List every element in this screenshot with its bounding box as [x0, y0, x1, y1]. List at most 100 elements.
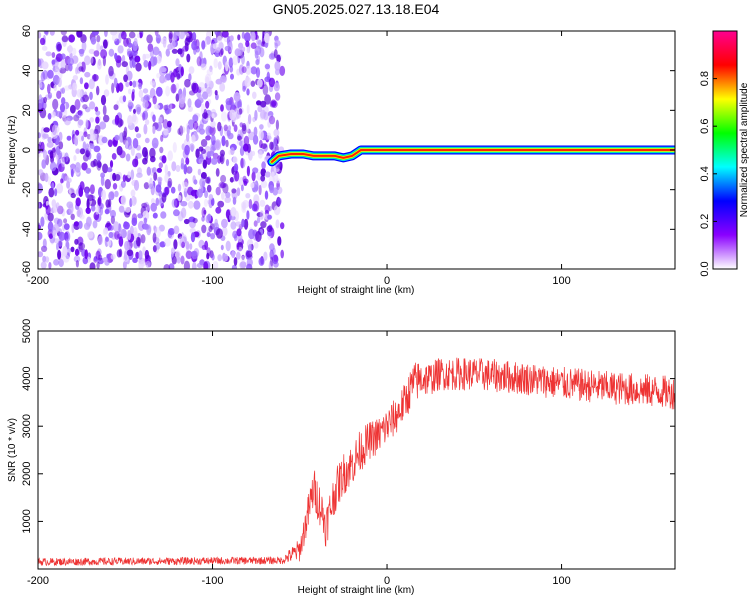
noise-speck [269, 184, 274, 194]
noise-speck [229, 177, 234, 183]
noise-speck [258, 257, 265, 266]
y-tick-label: 5000 [21, 319, 33, 343]
noise-speck [143, 123, 148, 135]
noise-speck [231, 264, 237, 269]
noise-speck [38, 183, 43, 194]
noise-speck [279, 65, 286, 76]
noise-speck [139, 32, 143, 39]
y-tick-label: 60 [21, 25, 33, 37]
noise-speck [187, 98, 192, 108]
noise-speck [220, 174, 227, 184]
noise-speck [58, 258, 64, 268]
noise-speck [219, 156, 224, 163]
noise-speck [206, 252, 210, 260]
noise-speck [255, 67, 261, 78]
noise-speck [241, 218, 245, 228]
noise-speck [265, 135, 272, 141]
noise-speck [152, 46, 160, 56]
noise-speck [146, 166, 151, 176]
noise-speck [206, 68, 213, 76]
noise-speck [38, 94, 43, 102]
noise-speck [228, 214, 232, 220]
noise-speck [104, 208, 110, 215]
colorbar-tick-label: 0.0 [699, 261, 711, 276]
noise-speck [130, 195, 137, 207]
noise-speck [208, 194, 214, 200]
noise-speck [154, 104, 160, 110]
noise-speck [216, 35, 223, 44]
noise-speck [40, 141, 45, 152]
noise-speck [64, 63, 70, 72]
noise-speck [105, 74, 109, 85]
noise-speck [130, 225, 134, 235]
noise-speck [264, 171, 271, 178]
noise-speck [187, 119, 195, 130]
noise-speck [52, 124, 57, 136]
noise-speck [232, 196, 237, 205]
noise-speck [79, 214, 85, 220]
noise-speck [114, 114, 120, 125]
noise-speck [236, 187, 241, 196]
noise-speck [264, 190, 269, 200]
noise-speck [200, 148, 206, 154]
noise-speck [254, 109, 258, 121]
noise-speck [188, 66, 195, 74]
noise-speck [96, 42, 101, 52]
colorbar-frame [712, 30, 738, 270]
noise-speck [202, 112, 209, 119]
noise-speck [60, 53, 66, 60]
noise-speck [201, 207, 206, 218]
noise-speck [198, 94, 203, 100]
noise-speck [235, 221, 242, 227]
noise-speck [220, 182, 227, 188]
noise-speck [132, 113, 137, 123]
noise-speck [84, 55, 91, 66]
noise-speck [215, 206, 222, 214]
noise-speck [253, 220, 258, 227]
noise-speck [214, 139, 221, 151]
noise-speck [70, 246, 75, 253]
y-tick-label: 1000 [21, 509, 33, 533]
noise-speck [188, 73, 192, 82]
noise-speck [41, 245, 48, 252]
noise-speck [131, 217, 138, 226]
noise-speck [85, 119, 89, 129]
noise-speck [96, 35, 101, 43]
noise-speck [75, 260, 79, 268]
noise-speck [158, 162, 163, 169]
noise-speck [45, 200, 50, 207]
noise-speck [42, 238, 47, 249]
noise-speck [237, 135, 243, 141]
noise-speck [119, 150, 126, 159]
noise-speck [248, 199, 253, 209]
noise-speck [255, 231, 262, 242]
noise-speck [220, 104, 224, 112]
noise-speck [274, 61, 281, 71]
noise-speck [233, 124, 238, 132]
noise-speck [152, 232, 157, 243]
y-tick-label: -40 [21, 221, 33, 237]
noise-speck [81, 135, 85, 142]
noise-speck [137, 213, 144, 219]
noise-speck [246, 210, 250, 220]
noise-speck [136, 33, 140, 39]
noise-speck [64, 117, 71, 126]
noise-speck [180, 66, 184, 77]
colorbar-ticks: 0.0 0.2 0.4 0.6 0.8 [699, 71, 717, 277]
noise-speck [250, 182, 255, 189]
noise-speck [173, 239, 178, 250]
noise-speck [43, 127, 50, 133]
noise-speck [245, 193, 251, 199]
noise-speck [103, 39, 108, 49]
noise-speck [76, 209, 82, 218]
noise-speck [122, 260, 127, 269]
noise-speck [264, 32, 270, 44]
noise-speck [132, 257, 138, 263]
noise-speck [120, 31, 127, 40]
noise-speck [159, 67, 167, 73]
noise-speck [103, 227, 109, 235]
noise-speck [45, 51, 52, 57]
noise-speck [252, 134, 259, 145]
noise-speck [51, 111, 56, 118]
noise-speck [77, 131, 85, 142]
